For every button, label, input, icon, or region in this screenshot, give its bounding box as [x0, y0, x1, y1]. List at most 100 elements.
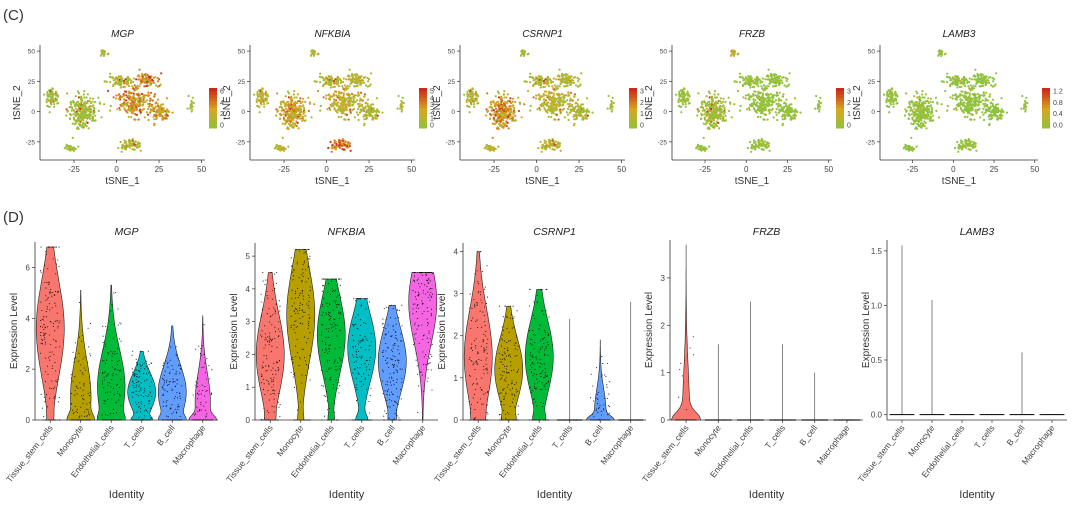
- tsne-point: [889, 99, 892, 102]
- tsne-point: [1024, 108, 1027, 111]
- tsne-point: [979, 100, 983, 103]
- tsne-point: [353, 80, 357, 83]
- tsne-point: [538, 93, 541, 96]
- legend-color-step: [836, 94, 844, 99]
- tsne-point: [757, 139, 760, 142]
- tsne-point: [150, 98, 153, 102]
- tsne-point: [149, 79, 152, 82]
- tsne-point: [735, 80, 738, 83]
- tsne-point: [606, 107, 609, 110]
- tsne-point: [80, 110, 83, 114]
- tsne-point: [555, 109, 558, 112]
- tsne-point: [343, 107, 346, 110]
- tsne-point: [767, 68, 770, 71]
- tsne-point: [551, 106, 554, 109]
- tsne-point: [568, 102, 572, 105]
- tsne-point: [709, 116, 712, 119]
- tsne-point: [894, 93, 897, 96]
- tsne-point: [746, 146, 750, 150]
- tsne-point: [769, 80, 772, 83]
- tsne-point: [469, 89, 472, 93]
- tsne-point: [80, 97, 83, 100]
- tsne-point: [581, 103, 585, 106]
- y-axis-label: tSNE_2: [852, 85, 863, 120]
- tsne-point: [905, 92, 908, 95]
- tsne-point: [975, 149, 978, 152]
- tsne-point: [573, 109, 576, 112]
- tsne-point: [88, 100, 91, 103]
- tsne-point: [470, 103, 473, 106]
- tsne-point: [85, 106, 88, 109]
- tsne-point: [1023, 104, 1026, 107]
- tsne-point: [511, 100, 514, 103]
- tsne-point: [765, 145, 768, 148]
- tsne-point: [744, 83, 747, 86]
- tsne-point: [778, 98, 781, 102]
- legend-color-step: [209, 108, 217, 112]
- tsne-point: [126, 77, 129, 80]
- tsne-point: [739, 72, 742, 75]
- tsne-point: [988, 109, 991, 112]
- tsne-point: [146, 102, 150, 106]
- tsne-point: [554, 113, 557, 116]
- tsne-point: [127, 115, 130, 118]
- tsne-point: [563, 116, 566, 119]
- tsne-point: [298, 106, 301, 109]
- tsne-point: [776, 118, 779, 122]
- tsne-point: [127, 95, 130, 98]
- tsne-point: [542, 104, 545, 108]
- tsne-point: [72, 149, 76, 152]
- tsne-point: [985, 98, 988, 102]
- tsne-point: [560, 80, 563, 83]
- tsne-point: [283, 105, 287, 108]
- tsne-point: [554, 86, 558, 89]
- tsne-point: [717, 93, 720, 96]
- tsne-point: [814, 107, 817, 110]
- tsne-point: [963, 101, 966, 104]
- tsne-point: [322, 77, 325, 80]
- tsne-point: [982, 113, 985, 116]
- tsne-point: [344, 105, 348, 108]
- tsne-point: [562, 77, 566, 80]
- tsne-point: [79, 119, 82, 122]
- tsne-point: [704, 101, 707, 104]
- tsne-point: [754, 104, 758, 107]
- tsne-point: [551, 139, 554, 142]
- tsne-point: [70, 109, 73, 112]
- tsne-point: [328, 106, 331, 110]
- tsne-point: [926, 100, 929, 103]
- tsne-point: [304, 114, 307, 117]
- tsne-point: [920, 93, 924, 96]
- tsne-point: [143, 80, 147, 83]
- tsne-point: [471, 92, 474, 95]
- tsne-point: [359, 79, 362, 82]
- tsne-point: [148, 94, 151, 97]
- tsne-point: [501, 99, 504, 102]
- tsne-point: [122, 94, 125, 97]
- tsne-point: [747, 76, 750, 79]
- tsne-point: [145, 73, 148, 76]
- tsne-point: [974, 68, 977, 71]
- tsne-point: [287, 145, 290, 148]
- tsne-point: [261, 95, 264, 98]
- tsne-point: [145, 77, 148, 80]
- legend-color-step: [836, 111, 844, 116]
- tsne-point: [759, 81, 762, 84]
- tsne-point: [584, 114, 588, 117]
- legend-color-step: [836, 118, 844, 122]
- tsne-point: [758, 106, 761, 109]
- tsne-point: [886, 97, 889, 100]
- tsne-point: [538, 96, 542, 99]
- tsne-point: [489, 101, 492, 104]
- tsne-point: [276, 109, 280, 112]
- tsne-point: [265, 99, 268, 102]
- tsne-point: [494, 114, 497, 117]
- tsne-point: [921, 108, 924, 111]
- tsne-point: [263, 103, 266, 106]
- tsne-point: [91, 100, 94, 103]
- tsne-point: [564, 94, 568, 97]
- tsne-point: [890, 87, 894, 90]
- tsne-point: [569, 91, 573, 94]
- tsne-point: [951, 83, 954, 86]
- tsne-point: [969, 98, 973, 101]
